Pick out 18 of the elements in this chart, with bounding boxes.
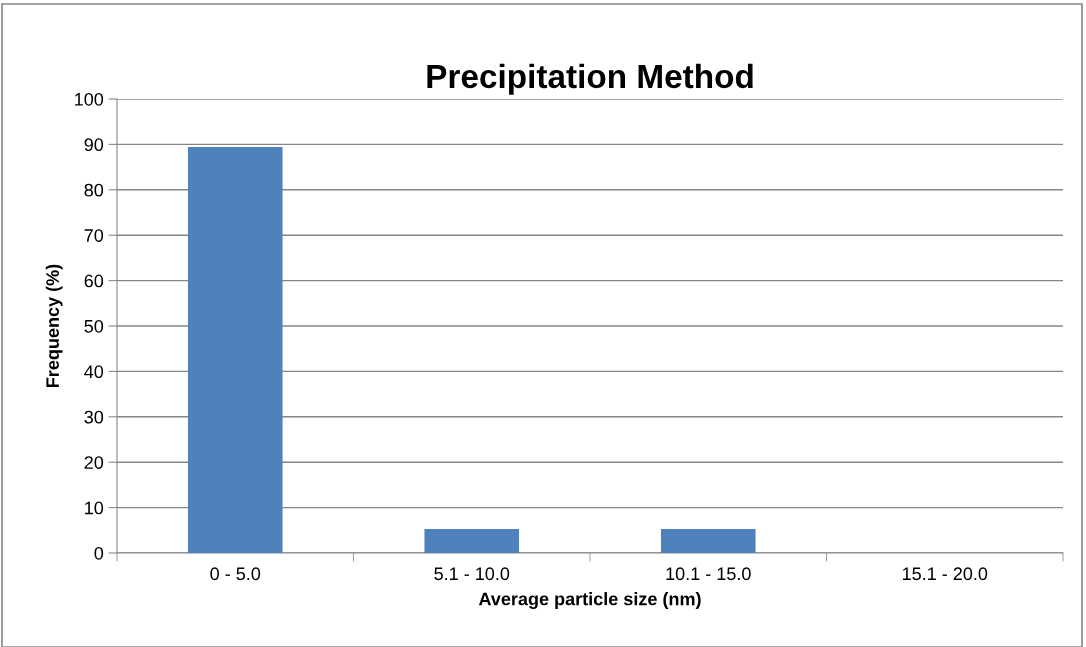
y-tick-label: 80 [84, 183, 104, 197]
x-axis-title: Average particle size (nm) [478, 592, 701, 609]
x-tick-label: 15.1 - 20.0 [902, 567, 988, 581]
x-tick-label: 10.1 - 15.0 [666, 567, 751, 581]
chart-title: Precipitation Method [427, 63, 753, 95]
y-tick-label: 20 [84, 456, 104, 469]
y-tick-label: 0 [94, 546, 104, 560]
y-tick-label: 100 [75, 92, 104, 106]
x-tick-label: 0 - 5.0 [210, 567, 261, 581]
y-tick-label: 40 [84, 365, 104, 379]
y-axis-title: Frequency (%) [45, 264, 63, 387]
y-tick-label: 60 [84, 274, 104, 288]
x-tick-label: 5.1 - 10.0 [434, 567, 510, 581]
y-tick-label: 30 [84, 410, 104, 424]
y-tick-label: 50 [84, 319, 104, 333]
y-tick-label: 10 [85, 501, 104, 515]
y-tick-label: 70 [84, 229, 104, 242]
y-tick-label: 90 [84, 138, 104, 152]
